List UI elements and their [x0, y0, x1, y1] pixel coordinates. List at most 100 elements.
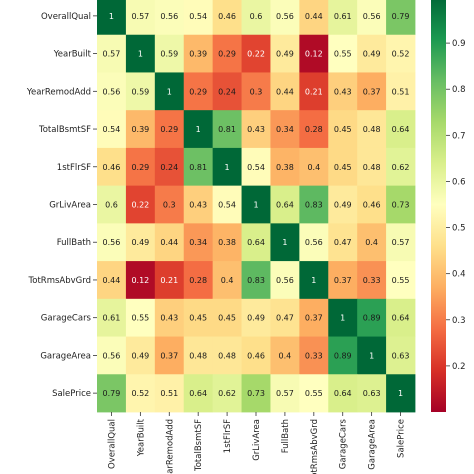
cell-value-label: 0.57 — [276, 389, 294, 398]
cell-value-label: 0.56 — [363, 12, 381, 21]
cell-value-label: 1 — [225, 163, 230, 172]
heatmap-cell — [125, 374, 156, 413]
cell-value-label: 0.83 — [247, 276, 265, 285]
cell-value-label: 0.54 — [103, 125, 121, 134]
cell-value-label: 0.22 — [131, 201, 149, 210]
cell-value-label: 1 — [282, 238, 287, 247]
cell-value-label: 0.64 — [334, 389, 352, 398]
cell-value-label: 0.56 — [103, 238, 121, 247]
cell-value-label: 0.38 — [276, 163, 294, 172]
heatmap-cell — [97, 336, 127, 375]
cell-value-label: 0.49 — [276, 50, 294, 59]
cell-value-label: 0.29 — [131, 163, 149, 172]
heatmap-cell — [125, 0, 156, 36]
heatmap-cell — [270, 185, 300, 224]
cell-value-label: 0.55 — [131, 314, 149, 323]
heatmap-cell — [357, 185, 387, 224]
heatmap-cell — [212, 147, 242, 187]
heatmap-cell — [125, 110, 156, 149]
x-tick-label: OverallQual — [107, 419, 117, 469]
heatmap-cell — [357, 374, 387, 413]
x-tick-label: TotRmsAbvGrd — [310, 419, 320, 474]
heatmap-cell — [154, 261, 185, 300]
cell-value-label: 0.24 — [160, 163, 178, 172]
cell-value-label: 1 — [167, 87, 172, 96]
cell-value-label: 0.6 — [250, 12, 263, 21]
heatmap-cell — [183, 261, 214, 300]
cell-value-label: 0.24 — [218, 87, 236, 96]
cell-value-label: 0.56 — [276, 276, 294, 285]
cell-value-label: 1 — [311, 276, 316, 285]
cell-value-label: 0.39 — [189, 50, 207, 59]
heatmap-cell — [386, 185, 416, 224]
cell-value-label: 0.62 — [218, 389, 236, 398]
heatmap-cell — [241, 261, 271, 300]
heatmap-cell — [299, 147, 329, 187]
cell-value-label: 1 — [138, 50, 143, 59]
cell-value-label: 0.57 — [392, 238, 410, 247]
heatmap-cell — [154, 223, 185, 262]
cell-value-label: 0.56 — [160, 12, 178, 21]
cell-value-label: 1 — [196, 125, 201, 134]
heatmap-cell — [97, 223, 127, 262]
cell-value-label: 0.49 — [363, 50, 381, 59]
cell-value-label: 0.29 — [218, 50, 236, 59]
cell-value-label: 0.56 — [103, 87, 121, 96]
heatmap-cell — [299, 72, 329, 111]
heatmap-cell — [97, 298, 127, 337]
heatmap-cell — [154, 34, 185, 73]
heatmap-cell — [241, 0, 271, 36]
heatmap-cell — [386, 110, 416, 149]
heatmap-cell — [357, 298, 387, 337]
cell-value-label: 0.46 — [218, 12, 236, 21]
heatmap-cell — [125, 72, 156, 111]
cell-value-label: 0.43 — [247, 125, 265, 134]
cell-value-label: 0.49 — [131, 238, 149, 247]
colorbar-tick-label: 0.4 — [452, 270, 466, 280]
cell-value-label: 0.59 — [160, 50, 178, 59]
heatmap-cell — [241, 374, 271, 413]
heatmap-cell — [386, 336, 416, 375]
cell-value-label: 0.28 — [189, 276, 207, 285]
cell-value-label: 0.33 — [363, 276, 381, 285]
cell-value-label: 0.45 — [218, 314, 236, 323]
cell-value-label: 0.4 — [307, 163, 320, 172]
heatmap-cell — [357, 0, 387, 36]
cell-value-label: 0.51 — [392, 87, 410, 96]
heatmap-cell — [386, 34, 416, 73]
cell-value-label: 0.39 — [131, 125, 149, 134]
x-tick-label: SalePrice — [397, 419, 407, 458]
heatmap-cell — [183, 298, 214, 337]
heatmap-cell — [328, 0, 358, 36]
cell-value-label: 0.83 — [305, 201, 323, 210]
heatmap-cell — [270, 223, 300, 262]
cell-value-label: 0.79 — [392, 12, 410, 21]
cell-value-label: 1 — [369, 351, 374, 360]
cell-value-label: 0.61 — [103, 314, 121, 323]
x-tick-label: TotalBsmtSF — [194, 419, 204, 472]
heatmap-cell — [183, 147, 214, 187]
heatmap-cell — [241, 110, 271, 149]
heatmap-cell — [97, 261, 127, 300]
cell-value-label: 0.46 — [103, 163, 121, 172]
heatmap-cell — [299, 34, 329, 73]
cell-value-label: 0.37 — [363, 87, 381, 96]
cell-value-label: 0.48 — [189, 351, 207, 360]
y-tick-label: 1stFlrSF — [57, 163, 91, 173]
heatmap-cell — [212, 34, 242, 73]
heatmap-cell — [241, 72, 271, 111]
heatmap-cell — [357, 336, 387, 375]
heatmap-cell — [357, 261, 387, 300]
heatmap-cell — [183, 336, 214, 375]
cell-value-label: 0.44 — [103, 276, 121, 285]
heatmap-cell — [328, 261, 358, 300]
x-tick-label: GrLivArea — [252, 419, 262, 461]
cell-value-label: 0.59 — [131, 87, 149, 96]
cell-value-label: 0.81 — [218, 125, 236, 134]
cell-value-label: 0.48 — [218, 351, 236, 360]
heatmap-cell — [386, 0, 416, 36]
heatmap-cell — [270, 298, 300, 337]
heatmap-cell — [241, 34, 271, 73]
heatmap-cell — [328, 185, 358, 224]
